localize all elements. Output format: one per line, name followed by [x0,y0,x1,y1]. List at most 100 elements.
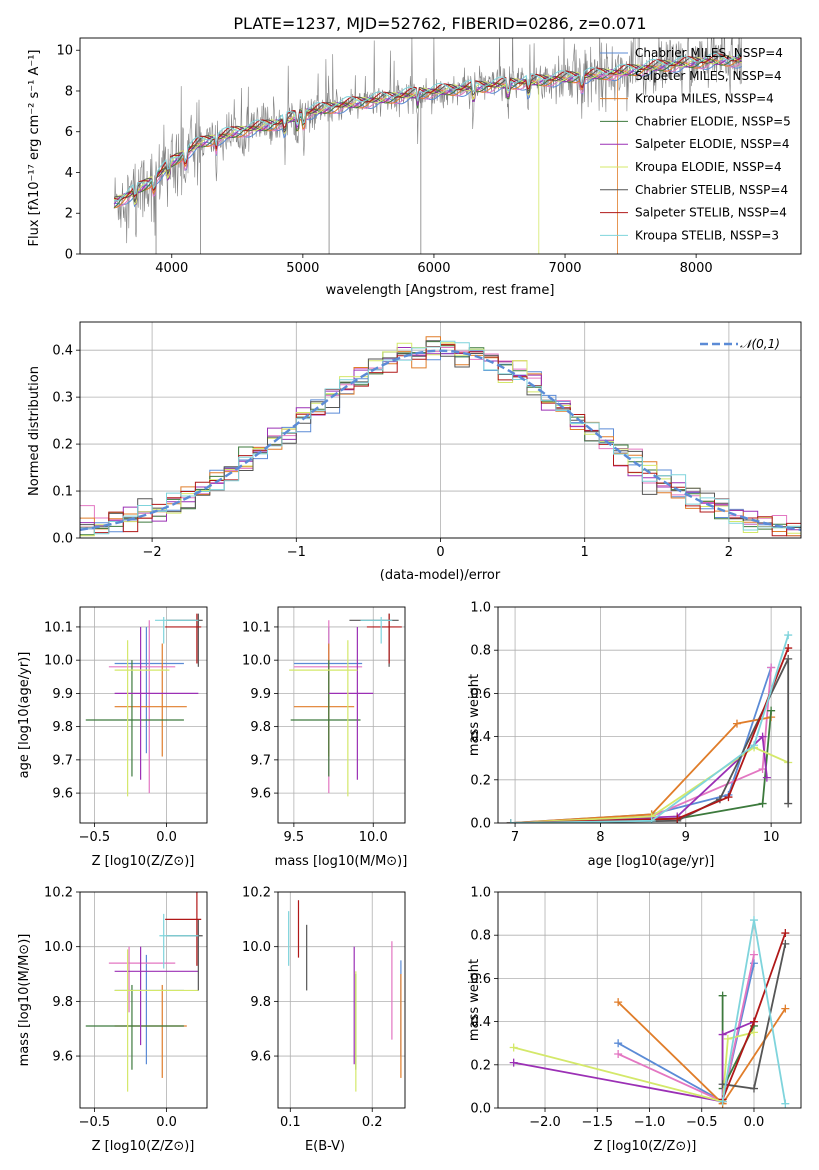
weight-Z-xlabel: Z [log10(Z/Z⊙)] [594,1139,697,1154]
error-bar-point [328,626,374,780]
weight-age-ylabel: mass weight [467,674,482,756]
axes-frame [79,37,802,255]
weight-vs-Z-panel: −2.0 −1.5 −1.0 −0.5 0.0 0.0 0.2 0.4 0.6 0.8 1.0 Z … [467,886,802,1154]
y-tick-label: 10.2 [44,886,73,901]
x-tick-label: 0.0 [156,830,177,845]
legend-label: Salpeter MILES, NSSP=4 [635,69,782,83]
y-tick-label: 0.4 [470,730,491,745]
x-tick-label: 7000 [548,261,581,276]
axes-frame [497,891,802,1109]
error-bar-point [155,616,199,644]
weight-vs-age-panel: 7 8 9 10 0.0 0.2 0.4 0.6 0.8 1.0 age [log10(age/y… [467,601,802,869]
y-tick-label: 9.6 [250,1050,271,1065]
axes-frame [277,891,406,1109]
x-tick-label: −0.5 [79,1115,111,1130]
series-point [781,929,790,938]
model-spectrum-line-7 [114,53,743,200]
series-point [758,732,767,741]
series-point [718,1030,727,1039]
error-bar-point [85,984,184,1070]
x-tick-label: 8000 [680,261,713,276]
x-tick-label: 4000 [155,261,188,276]
x-tick-label: −0.5 [686,1115,718,1130]
plot-area [509,916,790,1108]
y-tick-label: 8 [65,84,73,99]
series-point [781,1099,790,1108]
x-tick-label: 2 [725,545,733,560]
x-tick-label: 6000 [417,261,450,276]
x-tick-label: 0.0 [156,1115,177,1130]
x-tick-label: 10 [763,830,780,845]
y-tick-label: 10.2 [242,886,271,901]
y-tick-label: 0.0 [470,1102,491,1117]
series-line-4 [513,1020,755,1103]
error-bar-point [85,660,184,777]
y-tick-label: 10.0 [44,940,73,955]
series-line-0 [617,963,755,1103]
series-point [784,631,793,640]
series-point [784,799,793,808]
y-tick-label: 10.0 [242,654,271,669]
spectrum-xlabel: wavelength [Angstrom, rest frame] [326,283,555,298]
y-tick-label: 10.0 [44,654,73,669]
residual-histogram-8 [80,340,801,535]
series-point [784,654,793,663]
mass-vs-ebv-panel: 0.1 0.2 9.6 9.8 10.0 10.2 E(B-V) [242,886,406,1154]
error-bar-point [114,640,170,797]
error-bar-point [289,640,358,797]
legend-label: Chabrier ELODIE, NSSP=5 [635,114,791,128]
series-point [749,1084,758,1093]
x-tick-label: −2 [143,545,162,560]
mass-ebv-xlabel: E(B-V) [305,1139,345,1154]
series-point [506,819,515,823]
series-point [767,663,776,672]
series-point [509,1043,518,1052]
series-point [614,1039,623,1048]
y-tick-label: 9.6 [250,787,271,802]
y-tick-label: 9.8 [250,995,271,1010]
error-bar-point [293,626,363,754]
x-tick-label: 10.0 [359,830,388,845]
series-point [614,1050,623,1058]
plot-area [113,38,743,254]
legend-label: Chabrier STELIB, NSSP=4 [635,183,788,197]
x-tick-label: −1.5 [581,1115,613,1130]
y-tick-label: 9.6 [52,787,73,802]
legend-label: Kroupa STELIB, NSSP=3 [635,228,779,242]
series-point [767,706,776,715]
observed-spectrum-line [113,38,742,244]
mass-Z-xlabel: Z [log10(Z/Z⊙)] [92,1139,195,1154]
x-tick-label: −1 [287,545,306,560]
y-tick-label: 9.7 [52,753,73,768]
axes-frame [79,321,802,539]
series-line-0 [510,667,772,823]
series-line-1 [510,667,772,823]
legend-label: Salpeter STELIB, NSSP=4 [635,206,787,220]
error-bar-point [114,643,187,757]
series-point [614,998,623,1007]
age-vs-Z-panel: −0.5 0.0 9.6 9.7 9.8 9.9 10.0 10.1 Z [log10(Z/Z… [17,606,208,869]
series-point [750,741,759,750]
series-point [762,773,771,782]
y-tick-label: 9.8 [250,720,271,735]
series-line-5 [510,746,789,823]
error-bar-point [290,660,361,777]
y-tick-label: 10.1 [242,620,271,635]
model-spectrum-line-4 [113,56,742,205]
error-bar-point [165,613,202,664]
error-bar-point [114,946,199,1046]
x-tick-label: 1 [581,545,589,560]
age-Z-ylabel: age [log10(age/yr)] [17,652,32,779]
spectrum-ylabel: Flux [fλ10⁻¹⁷ erg cm⁻² s⁻¹ A⁻¹] [27,50,42,247]
series-point [749,1028,758,1037]
y-tick-label: 0.6 [470,972,491,987]
error-bar-point [114,626,199,780]
y-tick-label: 0.4 [52,344,73,359]
weight-Z-ylabel: mass weight [467,959,482,1041]
plot-area [80,336,801,537]
x-tick-label: 0 [436,545,444,560]
y-tick-label: 9.9 [52,687,73,702]
weight-age-xlabel: age [log10(age/yr)] [588,854,715,869]
series-point [673,814,682,823]
plot-area [85,613,203,797]
